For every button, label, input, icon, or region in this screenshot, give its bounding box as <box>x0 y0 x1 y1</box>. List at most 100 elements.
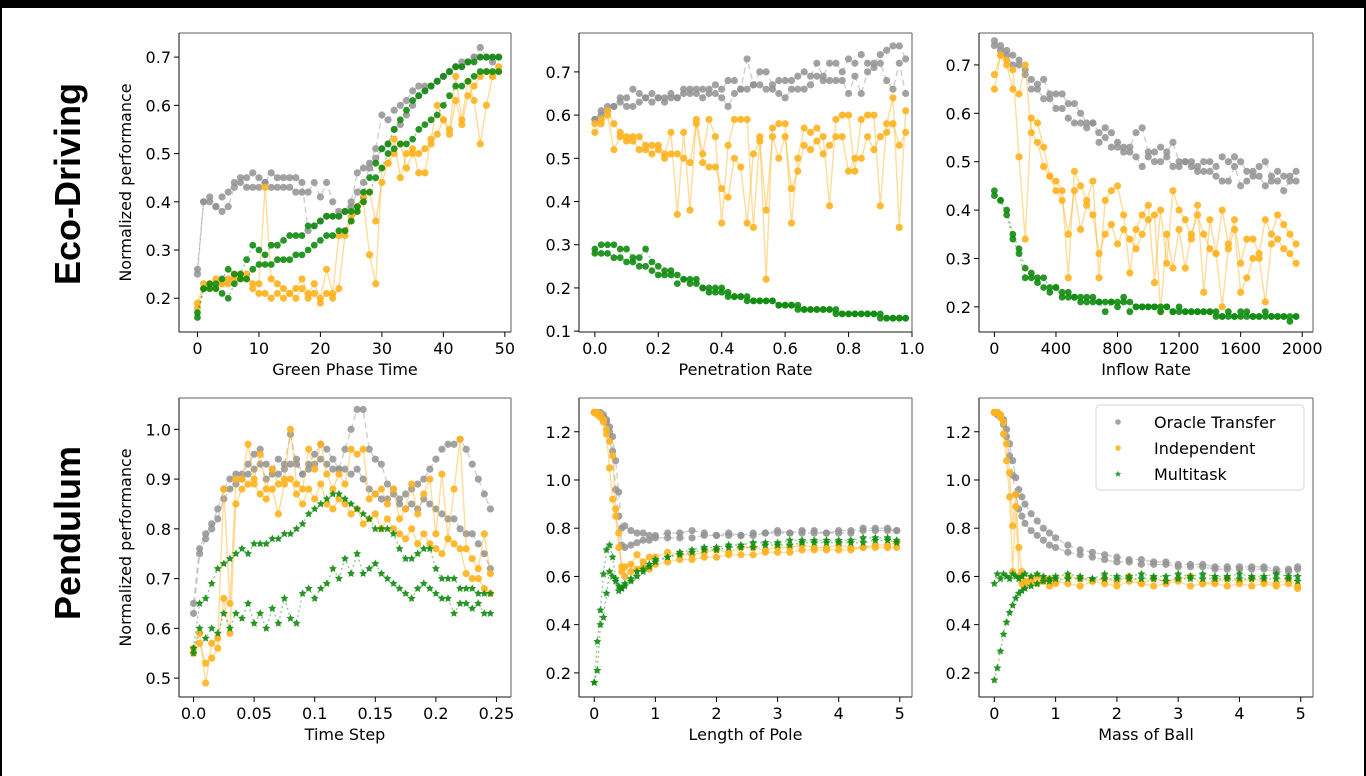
series-oracle-run-1 <box>590 408 901 540</box>
data-point <box>788 301 795 309</box>
data-point <box>737 293 745 300</box>
y-tick-label: 0.3 <box>146 241 171 260</box>
data-point <box>1194 308 1201 316</box>
data-point <box>1132 303 1140 311</box>
data-point <box>341 445 349 453</box>
data-point <box>1064 114 1072 122</box>
data-point <box>219 559 228 568</box>
data-point <box>835 546 843 554</box>
data-point <box>450 540 458 548</box>
data-point <box>329 232 337 239</box>
data-point <box>1280 172 1288 180</box>
legend-marker-circle <box>1115 419 1121 425</box>
data-point <box>876 51 884 59</box>
data-point <box>633 539 641 547</box>
y-tick-label: 1.2 <box>946 423 971 442</box>
data-point <box>1200 288 1208 296</box>
data-point <box>832 310 840 318</box>
data-point <box>317 217 324 225</box>
data-point <box>480 609 489 617</box>
data-point <box>661 154 669 162</box>
data-point <box>207 624 216 632</box>
data-point <box>1011 593 1020 602</box>
data-point <box>851 154 859 162</box>
data-point <box>225 554 234 563</box>
data-point <box>1206 167 1214 175</box>
data-point <box>365 251 374 259</box>
data-point <box>1114 298 1121 306</box>
data-point <box>249 169 257 177</box>
data-point <box>189 609 198 618</box>
data-point <box>851 167 859 175</box>
data-point <box>452 72 460 81</box>
data-point <box>1046 172 1054 180</box>
data-point <box>230 280 238 288</box>
data-point <box>408 525 416 533</box>
data-point <box>335 231 343 240</box>
data-point <box>1235 569 1244 578</box>
data-point <box>238 475 246 483</box>
data-point <box>773 540 782 549</box>
data-point <box>1009 230 1017 238</box>
data-point <box>599 418 608 426</box>
data-point <box>859 538 868 547</box>
data-point <box>749 81 758 89</box>
data-point <box>1169 138 1177 146</box>
data-point <box>1089 211 1097 219</box>
data-point <box>1198 574 1207 583</box>
data-point <box>798 538 807 547</box>
data-point <box>813 137 821 145</box>
data-point <box>724 293 732 300</box>
data-point <box>256 490 264 498</box>
data-point <box>705 89 713 98</box>
data-point <box>688 548 697 556</box>
data-point <box>1018 493 1026 501</box>
data-point <box>322 265 331 273</box>
data-point <box>761 548 769 556</box>
data-point <box>273 183 281 191</box>
data-point <box>711 89 719 98</box>
data-point <box>1114 303 1121 311</box>
data-point <box>427 82 435 90</box>
data-point <box>1107 143 1115 151</box>
data-point <box>261 261 269 268</box>
data-point <box>384 150 392 157</box>
data-point <box>602 430 611 438</box>
data-point <box>832 76 840 85</box>
data-point <box>323 460 331 468</box>
data-point <box>1223 582 1231 590</box>
data-point <box>688 527 696 535</box>
y-tick-label: 0.8 <box>946 519 971 538</box>
data-point <box>1284 574 1293 583</box>
data-point <box>1034 279 1041 287</box>
data-point <box>1249 235 1257 243</box>
data-point <box>249 183 257 191</box>
data-point <box>1113 582 1121 590</box>
data-point <box>1206 308 1214 316</box>
data-point <box>414 510 422 518</box>
data-point <box>298 470 307 478</box>
data-point <box>371 490 379 498</box>
data-point <box>1224 177 1232 185</box>
data-point <box>832 133 840 141</box>
data-point <box>1009 85 1017 93</box>
data-point <box>730 76 739 85</box>
data-point <box>262 485 270 493</box>
data-point <box>1144 201 1152 209</box>
data-point <box>1107 187 1115 195</box>
data-point <box>231 549 240 558</box>
data-point <box>480 584 488 593</box>
data-point <box>280 460 289 468</box>
data-point <box>1100 569 1109 578</box>
data-point <box>415 82 423 90</box>
data-point <box>775 89 783 98</box>
data-point <box>838 111 846 119</box>
data-point <box>365 445 373 453</box>
data-point <box>243 275 251 283</box>
data-point <box>1144 153 1152 161</box>
data-point <box>667 150 675 158</box>
data-point <box>262 495 270 503</box>
data-point <box>304 188 312 196</box>
data-point <box>711 133 719 141</box>
data-point <box>189 649 198 657</box>
